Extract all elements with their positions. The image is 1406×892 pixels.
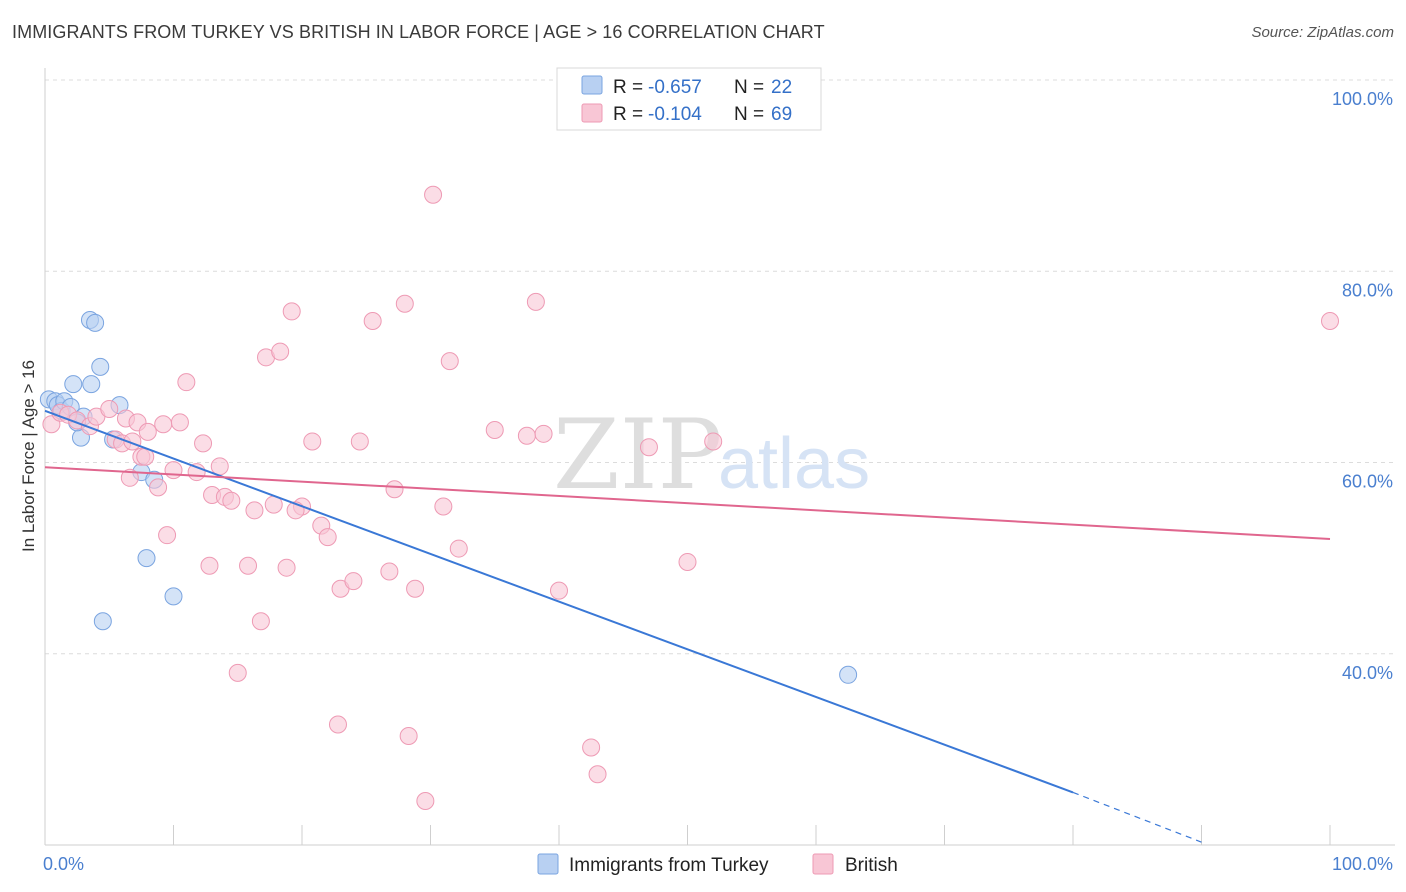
turkey-trend-line <box>44 409 1074 794</box>
british-point-52 <box>424 185 443 204</box>
british-point-62 <box>588 765 607 784</box>
y-tick-label-3: 100.0% <box>1332 89 1393 109</box>
legend-n-value-1: 22 <box>771 77 792 98</box>
x-tick-label-start: 0.0% <box>43 854 84 874</box>
turkey-point-17 <box>137 549 156 568</box>
bottom-legend-swatch-british <box>812 853 834 875</box>
british-point-20 <box>177 373 196 392</box>
british-trend-line <box>44 466 1331 540</box>
british-point-58 <box>526 292 545 311</box>
watermark-atlas: atlas <box>718 424 870 504</box>
british-point-35 <box>277 558 296 577</box>
british-point-44 <box>350 432 369 451</box>
british-point-15 <box>149 478 168 497</box>
british-point-10 <box>120 468 139 487</box>
british-point-30 <box>245 501 264 520</box>
british-point-51 <box>416 792 435 811</box>
british-point-64 <box>678 552 697 571</box>
british-point-43 <box>344 572 363 591</box>
trend-lines <box>44 409 1331 843</box>
british-point-63 <box>639 438 658 457</box>
british-point-27 <box>222 491 241 510</box>
british-point-61 <box>582 738 601 757</box>
legend-r-label-1: R = <box>613 77 643 98</box>
legend-n-label-2: N = <box>734 104 764 125</box>
legend-r-value-2: -0.104 <box>648 104 702 125</box>
chart-title: IMMIGRANTS FROM TURKEY VS BRITISH IN LAB… <box>12 22 825 42</box>
turkey-point-12 <box>91 357 110 376</box>
bottom-legend-swatch-turkey <box>537 853 559 875</box>
british-point-45 <box>363 311 382 330</box>
british-point-53 <box>434 497 453 516</box>
british-point-57 <box>517 426 536 445</box>
british-point-40 <box>318 528 337 547</box>
turkey-point-10 <box>82 375 101 394</box>
british-point-59 <box>534 424 553 443</box>
british-point-6 <box>100 399 119 418</box>
british-point-28 <box>228 663 247 682</box>
bottom-legend: Immigrants from Turkey British <box>537 853 898 876</box>
legend-n-value-2: 69 <box>771 104 792 125</box>
bottom-legend-label-british: British <box>845 855 898 876</box>
turkey-trend-extension <box>1072 791 1202 843</box>
british-point-48 <box>395 294 414 313</box>
bottom-legend-label-turkey: Immigrants from Turkey <box>569 855 769 876</box>
y-tick-label-0: 40.0% <box>1342 663 1393 683</box>
y-tick-label-1: 60.0% <box>1342 472 1393 492</box>
british-point-66 <box>1321 311 1339 330</box>
british-point-65 <box>704 432 723 451</box>
british-point-60 <box>550 581 568 600</box>
british-point-18 <box>164 461 183 480</box>
source-label: Source: ZipAtlas.com <box>1251 24 1394 41</box>
legend-r-label-2: R = <box>613 104 643 125</box>
british-point-17 <box>158 526 177 545</box>
british-point-47 <box>385 480 404 499</box>
british-point-34 <box>271 342 290 361</box>
british-point-16 <box>154 415 173 434</box>
legend-swatch-british <box>581 103 603 123</box>
british-point-56 <box>485 420 504 439</box>
british-point-41 <box>328 715 347 734</box>
british-point-46 <box>380 562 399 581</box>
turkey-point-21 <box>839 665 858 684</box>
legend-box: R = -0.657 N = 22 R = -0.104 N = 69 <box>556 67 822 131</box>
british-point-49 <box>399 726 418 745</box>
british-point-22 <box>194 434 213 453</box>
tick-labels: 40.0% 60.0% 80.0% 100.0% 0.0% 100.0% <box>43 89 1393 874</box>
legend-r-value-1: -0.657 <box>648 77 702 98</box>
british-point-54 <box>440 352 459 371</box>
british-point-19 <box>170 413 189 432</box>
british-point-29 <box>239 556 258 575</box>
y-tick-label-2: 80.0% <box>1342 280 1393 300</box>
legend-n-label-1: N = <box>734 77 764 98</box>
axes <box>44 68 1395 846</box>
british-point-14 <box>138 422 157 441</box>
british-point-55 <box>449 539 468 558</box>
x-tick-label-end: 100.0% <box>1332 854 1393 874</box>
british-point-38 <box>303 432 322 451</box>
turkey-point-6 <box>64 375 83 394</box>
turkey-point-13 <box>93 612 112 631</box>
british-point-31 <box>251 612 270 631</box>
british-point-36 <box>282 302 301 321</box>
legend-swatch-turkey <box>581 75 603 95</box>
british-point-23 <box>200 556 219 575</box>
british-point-50 <box>406 579 425 598</box>
turkey-point-19 <box>164 587 183 606</box>
british-point-25 <box>210 457 229 476</box>
watermark-zip: ZIP <box>553 399 722 511</box>
turkey-point-11 <box>86 313 105 332</box>
